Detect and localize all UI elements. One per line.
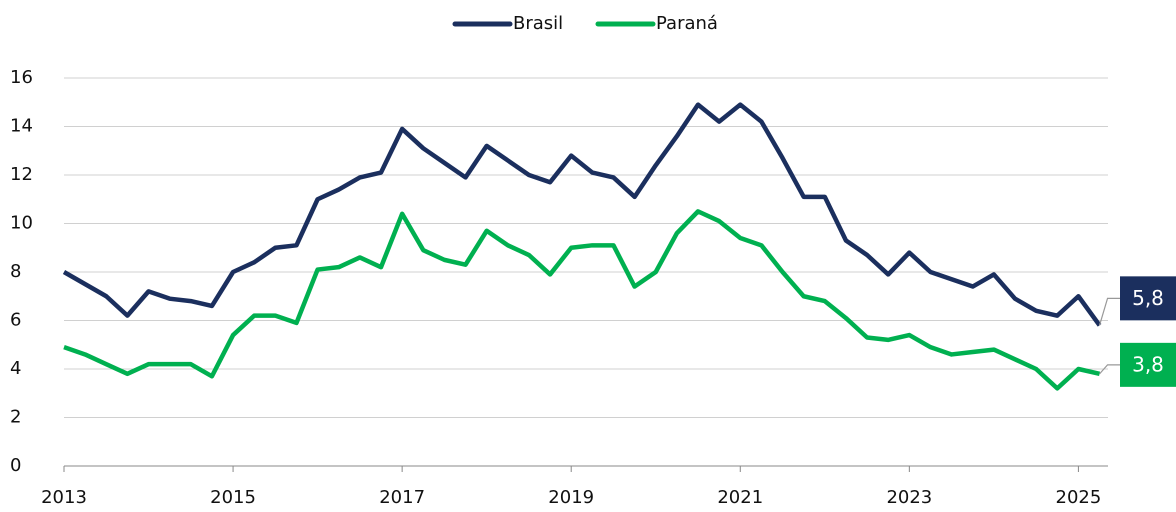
label-box — [1120, 342, 1176, 387]
y-tick-label: 0 — [10, 455, 21, 476]
series-line — [62, 102, 1102, 327]
x-tick-label: 2025 — [1056, 487, 1102, 508]
legend-label: Brasil — [513, 13, 563, 34]
y-tick-label: 4 — [10, 358, 21, 379]
x-tick-label: 2013 — [41, 487, 87, 508]
x-tick-label: 2019 — [548, 487, 594, 508]
y-tick-label: 14 — [10, 116, 33, 137]
data-label: 3,8 — [1132, 352, 1164, 376]
label-box — [1120, 276, 1176, 321]
y-tick-label: 8 — [10, 261, 21, 282]
y-tick-label: 10 — [10, 213, 33, 234]
x-tick-label: 2021 — [717, 487, 763, 508]
y-tick-label: 6 — [10, 310, 21, 331]
series-line — [63, 209, 1101, 391]
label-connector — [1098, 297, 1120, 326]
y-tick-label: 2 — [10, 407, 21, 428]
y-tick-label: 16 — [10, 67, 33, 88]
x-tick-label: 2015 — [210, 487, 256, 508]
y-tick-label: 12 — [10, 164, 33, 185]
label-connector — [1099, 364, 1120, 375]
data-label: 5,8 — [1132, 286, 1164, 310]
x-tick-label: 2017 — [379, 487, 425, 508]
x-tick-label: 2023 — [886, 487, 932, 508]
legend-label: Paraná — [656, 13, 718, 34]
